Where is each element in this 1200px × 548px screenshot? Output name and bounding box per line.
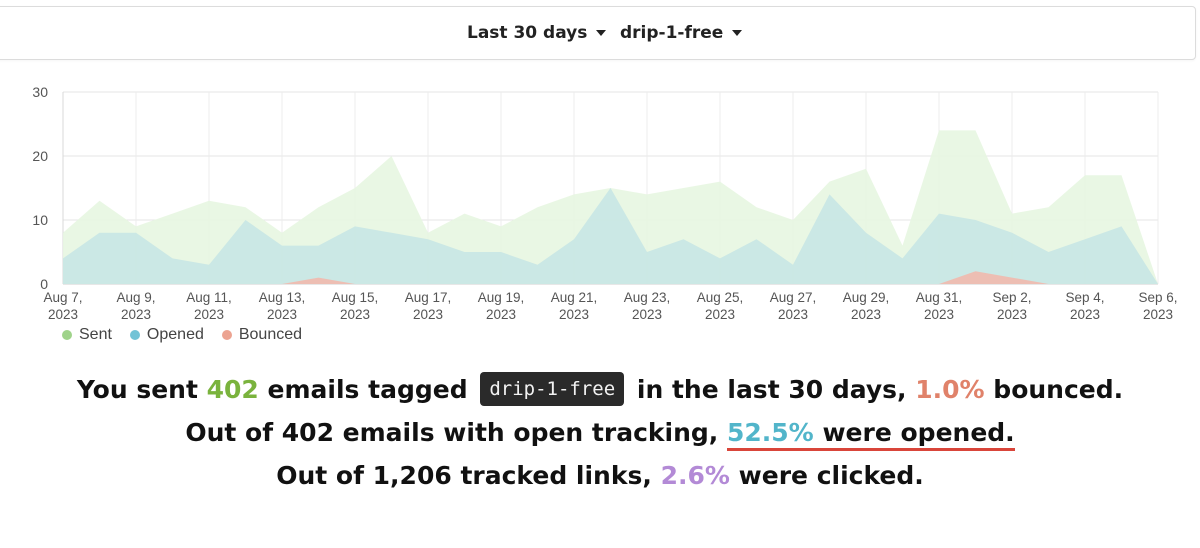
summary-text: emails tagged	[267, 375, 468, 404]
y-tick-label: 0	[40, 276, 48, 292]
x-tick-label: Aug 15,	[332, 290, 379, 305]
sent-count: 402	[206, 375, 259, 404]
x-tick-label: 2023	[486, 307, 516, 322]
filter-toolbar: Last 30 days drip-1-free	[0, 6, 1196, 60]
click-percentage: 2.6%	[660, 461, 730, 490]
x-tick-label: 2023	[705, 307, 735, 322]
legend-label-sent: Sent	[79, 326, 112, 343]
open-percentage: 52.5%	[727, 418, 814, 447]
tag-chip: drip-1-free	[480, 372, 625, 406]
date-range-dropdown[interactable]: Last 30 days	[467, 7, 607, 59]
x-tick-label: Aug 9,	[116, 290, 155, 305]
x-tick-label: 2023	[924, 307, 954, 322]
summary-line-opened: Out of 402 emails with open tracking, 52…	[0, 411, 1200, 454]
summary-text: Out of 402 emails with open tracking,	[185, 418, 719, 447]
opened-highlight: 52.5% were opened.	[727, 418, 1015, 451]
x-tick-label: Aug 31,	[916, 290, 963, 305]
x-tick-label: Sep 4,	[1065, 290, 1104, 305]
bounced-dot-icon	[221, 330, 232, 340]
tag-dropdown[interactable]: drip-1-free	[620, 7, 743, 59]
x-tick-label: 2023	[632, 307, 662, 322]
x-tick-label: 2023	[413, 307, 443, 322]
x-tick-label: Aug 19,	[478, 290, 525, 305]
x-tick-label: Aug 11,	[186, 290, 232, 305]
legend-label-opened: Opened	[146, 326, 204, 343]
chart-legend: Sent Opened Bounced	[62, 326, 302, 344]
legend-label-bounced: Bounced	[238, 326, 303, 343]
opened-area	[63, 188, 1158, 284]
x-tick-label: 2023	[851, 307, 881, 322]
caret-down-icon	[732, 30, 743, 36]
x-tick-label: Aug 7,	[43, 290, 82, 305]
legend-item-sent[interactable]: Sent	[62, 326, 112, 344]
summary-text: bounced.	[993, 375, 1124, 404]
x-tick-label: 2023	[1070, 307, 1100, 322]
y-tick-label: 20	[32, 148, 48, 164]
x-tick-label: Aug 21,	[551, 290, 598, 305]
x-tick-label: Aug 29,	[843, 290, 890, 305]
x-tick-label: 2023	[1143, 307, 1173, 322]
summary-text: were clicked.	[738, 461, 924, 490]
legend-item-opened[interactable]: Opened	[129, 326, 204, 344]
x-tick-label: 2023	[48, 307, 78, 322]
x-tick-label: 2023	[340, 307, 370, 322]
x-tick-label: 2023	[997, 307, 1027, 322]
x-tick-label: Aug 27,	[770, 290, 817, 305]
x-tick-label: 2023	[559, 307, 589, 322]
y-tick-label: 30	[32, 84, 48, 100]
caret-down-icon	[596, 30, 607, 36]
summary-text: You sent	[76, 375, 198, 404]
legend-item-bounced[interactable]: Bounced	[221, 326, 303, 344]
y-tick-label: 10	[32, 212, 48, 228]
x-tick-label: Aug 17,	[405, 290, 452, 305]
tag-label: drip-1-free	[620, 23, 724, 43]
chart-svg: 0 10 20 30 Aug 7, 2023 Aug 9, 2023 Aug 11, 2023 Au…	[32, 84, 1177, 322]
x-tick-label: 2023	[267, 307, 297, 322]
summary-stats: You sent 402 emails tagged drip-1-free i…	[0, 368, 1200, 497]
x-tick-label: Aug 23,	[624, 290, 671, 305]
summary-text: in the last 30 days,	[636, 375, 907, 404]
summary-text: Out of 1,206 tracked links,	[276, 461, 652, 490]
summary-line-sent: You sent 402 emails tagged drip-1-free i…	[0, 368, 1200, 411]
sent-dot-icon	[62, 330, 72, 340]
x-tick-label: 2023	[778, 307, 808, 322]
x-tick-label: Sep 2,	[992, 290, 1031, 305]
x-tick-label: 2023	[194, 307, 224, 322]
x-tick-label: Sep 6,	[1138, 290, 1177, 305]
opened-dot-icon	[129, 330, 140, 340]
bounce-percentage: 1.0%	[915, 375, 985, 404]
summary-line-clicked: Out of 1,206 tracked links, 2.6% were cl…	[0, 454, 1200, 497]
x-tick-label: Aug 13,	[259, 290, 306, 305]
email-activity-chart: 0 10 20 30 Aug 7, 2023 Aug 9, 2023 Aug 11, 2023 Au…	[0, 70, 1200, 355]
x-tick-label: 2023	[121, 307, 151, 322]
date-range-label: Last 30 days	[467, 23, 588, 43]
x-tick-label: Aug 25,	[697, 290, 744, 305]
summary-text: were opened.	[822, 418, 1015, 447]
